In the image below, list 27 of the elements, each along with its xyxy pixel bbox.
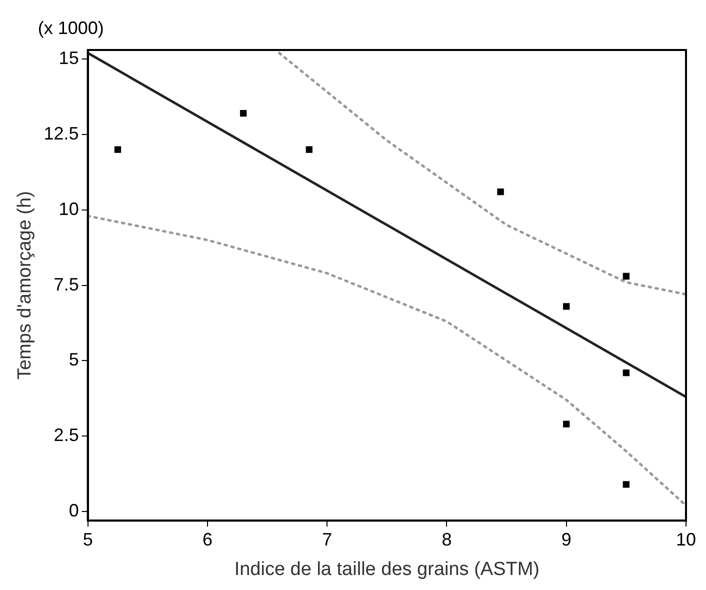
point: [563, 420, 570, 428]
y-tick-label: 0: [68, 500, 79, 521]
point: [114, 146, 122, 153]
y-tick-label: 5: [68, 350, 79, 370]
line-series: [278, 52, 686, 296]
y-tick-label: 15: [58, 48, 79, 68]
x-tick-label: 9: [561, 529, 572, 550]
x-tick-label: 6: [202, 529, 212, 550]
y-tick-label: 12.5: [44, 123, 79, 144]
y-tick-label: 10: [58, 198, 79, 219]
line-series: [88, 214, 686, 507]
x-tick-label: 7: [322, 529, 332, 550]
x-tick-label: 8: [442, 529, 452, 550]
point: [622, 272, 630, 280]
x-tick-label: 5: [82, 529, 93, 550]
point: [622, 481, 630, 488]
point: [563, 303, 570, 310]
y-tick-label: 7.5: [54, 274, 79, 294]
x-tick-label: 10: [676, 529, 696, 550]
y-axis-title: Temps d'amorçage (h): [14, 191, 36, 380]
text: (x 1000): [38, 18, 104, 38]
point: [240, 110, 247, 117]
y-tick-label: 2.5: [54, 425, 79, 446]
point: [306, 146, 312, 153]
x-axis-title: Indice de la taille des grains (ASTM): [234, 558, 540, 580]
point: [497, 188, 504, 196]
point: [622, 369, 630, 376]
